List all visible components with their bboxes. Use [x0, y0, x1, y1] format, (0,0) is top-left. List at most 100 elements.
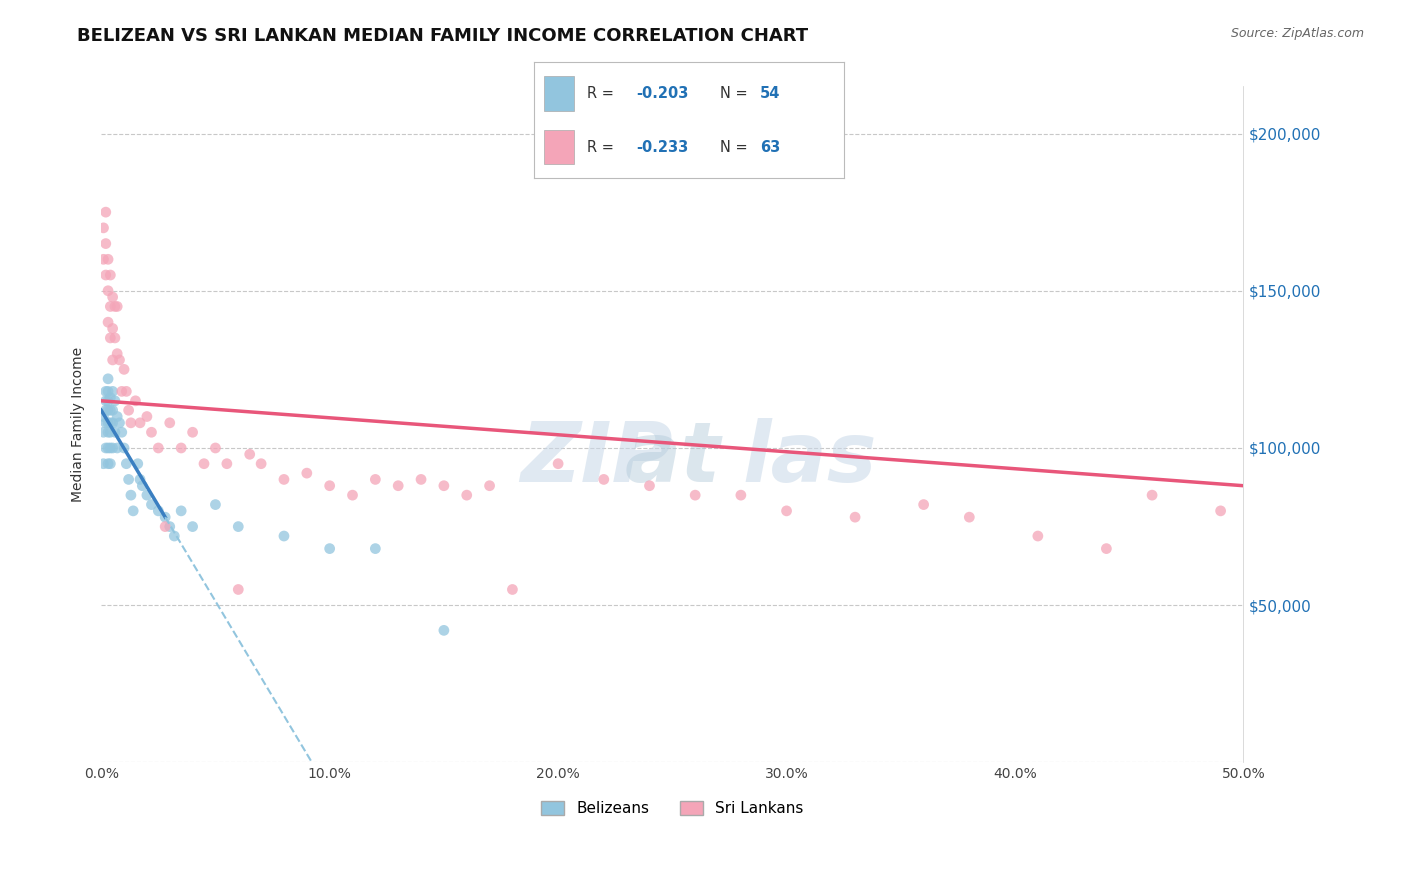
Point: [108, 416, 131, 430]
Point: [730, 488, 752, 502]
Point: [94, 393, 117, 408]
Point: [131, 479, 153, 493]
Point: [93, 252, 115, 267]
Point: [120, 488, 142, 502]
Point: [226, 519, 249, 533]
Point: [181, 425, 204, 440]
Point: [93, 409, 115, 424]
Point: [226, 582, 249, 597]
Point: [478, 479, 501, 493]
Point: [342, 488, 364, 502]
Point: [215, 457, 238, 471]
Point: [104, 425, 127, 440]
Point: [101, 290, 124, 304]
Point: [364, 472, 387, 486]
Point: [120, 416, 142, 430]
Point: [135, 409, 157, 424]
Point: [93, 457, 115, 471]
Point: [129, 416, 152, 430]
Text: R =: R =: [586, 139, 619, 154]
Point: [108, 353, 131, 368]
Point: [433, 479, 456, 493]
Point: [115, 384, 138, 399]
Point: [1140, 488, 1163, 502]
Point: [250, 457, 273, 471]
Point: [1209, 504, 1232, 518]
Point: [94, 403, 117, 417]
Point: [117, 472, 139, 486]
Point: [592, 472, 614, 486]
Point: [101, 321, 124, 335]
Point: [93, 220, 115, 235]
Point: [98, 457, 121, 471]
Point: [98, 425, 121, 440]
Point: [163, 529, 186, 543]
Text: Source: ZipAtlas.com: Source: ZipAtlas.com: [1230, 27, 1364, 40]
Point: [105, 441, 128, 455]
Point: [912, 498, 935, 512]
Point: [683, 488, 706, 502]
Point: [501, 582, 523, 597]
Point: [101, 403, 124, 417]
Point: [97, 372, 120, 386]
Y-axis label: Median Family Income: Median Family Income: [72, 347, 86, 502]
Point: [98, 391, 121, 405]
Point: [105, 346, 128, 360]
Point: [141, 498, 163, 512]
Point: [273, 529, 295, 543]
Point: [547, 457, 569, 471]
Point: [193, 457, 215, 471]
Point: [97, 284, 120, 298]
FancyBboxPatch shape: [544, 129, 575, 164]
Point: [112, 362, 135, 376]
Point: [1095, 541, 1118, 556]
Text: -0.203: -0.203: [637, 87, 689, 102]
Point: [97, 441, 120, 455]
Point: [181, 519, 204, 533]
Point: [295, 466, 318, 480]
Point: [122, 504, 145, 518]
Point: [159, 416, 181, 430]
Point: [141, 425, 163, 440]
Point: [105, 409, 128, 424]
Point: [98, 403, 121, 417]
Text: at: at: [624, 417, 720, 499]
Text: -0.233: -0.233: [637, 139, 689, 154]
Point: [148, 441, 170, 455]
Point: [104, 331, 127, 345]
Point: [94, 384, 117, 399]
Point: [159, 519, 181, 533]
Point: [98, 416, 121, 430]
Point: [94, 236, 117, 251]
Point: [127, 457, 149, 471]
Point: [97, 384, 120, 399]
Point: [97, 315, 120, 329]
Point: [101, 441, 124, 455]
Point: [318, 479, 340, 493]
Point: [94, 268, 117, 282]
Point: [170, 504, 193, 518]
Legend: Belizeans, Sri Lankans: Belizeans, Sri Lankans: [536, 795, 810, 822]
Point: [98, 300, 121, 314]
Text: BELIZEAN VS SRI LANKAN MEDIAN FAMILY INCOME CORRELATION CHART: BELIZEAN VS SRI LANKAN MEDIAN FAMILY INC…: [77, 27, 808, 45]
Point: [104, 393, 127, 408]
FancyBboxPatch shape: [544, 77, 575, 112]
Point: [239, 447, 262, 461]
Point: [204, 441, 226, 455]
Point: [129, 472, 152, 486]
Point: [115, 457, 138, 471]
Text: N =: N =: [720, 139, 752, 154]
Point: [112, 441, 135, 455]
Point: [97, 403, 120, 417]
Point: [97, 416, 120, 430]
Text: ZIP: ZIP: [520, 417, 672, 499]
Point: [97, 457, 120, 471]
Point: [101, 353, 124, 368]
Point: [170, 441, 193, 455]
Text: 63: 63: [761, 139, 780, 154]
Point: [273, 472, 295, 486]
Point: [387, 479, 409, 493]
Point: [93, 425, 115, 440]
Point: [204, 498, 226, 512]
Text: 54: 54: [761, 87, 780, 102]
